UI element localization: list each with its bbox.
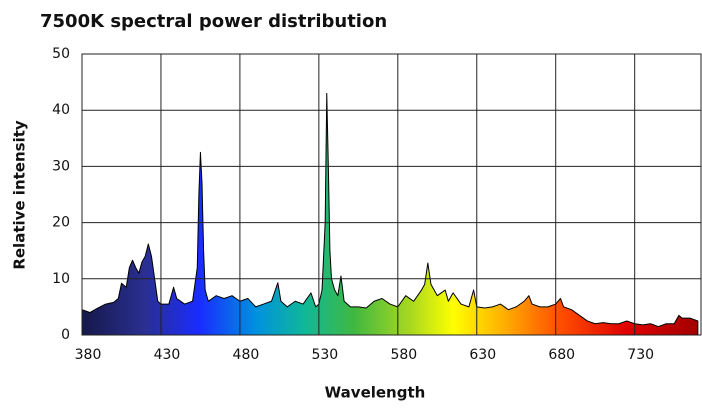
- y-tick-label: 20: [52, 215, 70, 231]
- x-tick-label: 580: [390, 347, 417, 363]
- chart-title: 7500K spectral power distribution: [40, 11, 387, 32]
- y-tick-label: 0: [61, 327, 70, 343]
- y-axis-label: Relative intensity: [11, 120, 29, 270]
- x-tick-label: 630: [469, 347, 496, 363]
- spectrum-area: [81, 92, 699, 336]
- x-tick-label: 380: [75, 347, 102, 363]
- x-tick-label: 480: [233, 347, 260, 363]
- plot-area: 0 10 20 30 40 50 380 430 480 530 580 630 680 730: [52, 46, 702, 363]
- y-tick-label: 50: [52, 46, 70, 62]
- x-tick-label: 730: [627, 347, 654, 363]
- y-tick-label: 30: [52, 158, 70, 174]
- x-axis-label: Wavelength: [325, 384, 426, 402]
- y-tick-label: 10: [52, 271, 70, 287]
- plot-border: [81, 53, 702, 336]
- x-tick-label: 530: [311, 347, 338, 363]
- y-tick-label: 40: [52, 102, 70, 118]
- x-tick-label: 430: [154, 347, 181, 363]
- x-tick-label: 680: [548, 347, 575, 363]
